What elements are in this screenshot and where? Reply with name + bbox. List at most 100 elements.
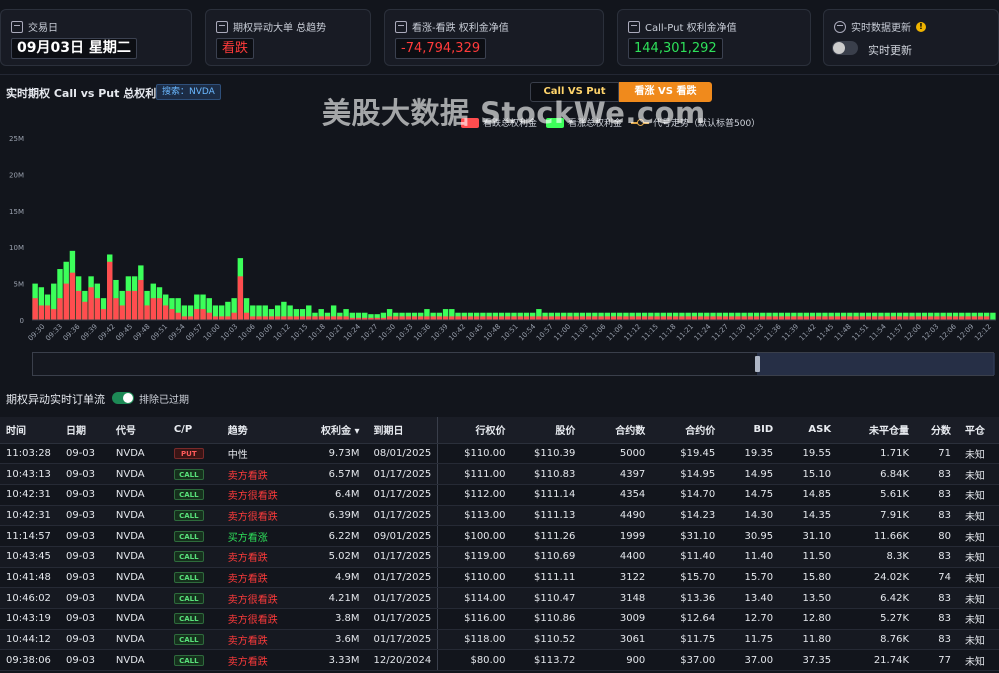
bull-bar[interactable] xyxy=(573,312,579,320)
bull-bar[interactable] xyxy=(654,312,660,320)
bear-bar[interactable] xyxy=(971,316,977,320)
bear-bar[interactable] xyxy=(349,317,356,320)
bull-bar[interactable] xyxy=(467,312,474,320)
bull-bar[interactable] xyxy=(231,298,237,320)
bear-bar[interactable] xyxy=(940,316,946,320)
search-badge[interactable]: 搜索：NVDA xyxy=(156,84,221,100)
bull-bar[interactable] xyxy=(959,312,965,320)
bear-bar[interactable] xyxy=(411,316,418,320)
bull-bar[interactable] xyxy=(498,312,505,320)
bear-bar[interactable] xyxy=(983,316,990,320)
bull-bar[interactable] xyxy=(623,312,629,320)
bear-bar[interactable] xyxy=(75,290,82,320)
bear-bar[interactable] xyxy=(337,316,343,320)
bull-bar[interactable] xyxy=(915,312,921,320)
bear-bar[interactable] xyxy=(760,316,766,320)
bear-bar[interactable] xyxy=(442,316,449,320)
bear-bar[interactable] xyxy=(803,316,810,320)
bull-bar[interactable] xyxy=(212,305,219,320)
bull-bar[interactable] xyxy=(629,312,635,320)
bull-bar[interactable] xyxy=(585,312,592,320)
bear-bar[interactable] xyxy=(610,316,617,320)
bear-bar[interactable] xyxy=(573,316,579,320)
bull-bar[interactable] xyxy=(411,312,418,320)
bull-bar[interactable] xyxy=(250,305,256,320)
bull-bar[interactable] xyxy=(200,294,206,320)
bull-bar[interactable] xyxy=(181,305,188,320)
bull-bar[interactable] xyxy=(940,312,946,320)
bull-bar[interactable] xyxy=(990,312,996,320)
bull-bar[interactable] xyxy=(797,312,803,320)
bull-bar[interactable] xyxy=(685,312,691,320)
bull-bar[interactable] xyxy=(909,312,915,320)
bull-bar[interactable] xyxy=(511,312,517,320)
bear-bar[interactable] xyxy=(697,316,704,320)
bull-bar[interactable] xyxy=(380,312,387,320)
legend-bull[interactable]: 看涨总权利金 xyxy=(546,116,622,129)
bear-bar[interactable] xyxy=(679,316,685,320)
bear-bar[interactable] xyxy=(890,316,897,320)
bull-bar[interactable] xyxy=(679,312,685,320)
bear-bar[interactable] xyxy=(629,316,635,320)
table-row[interactable]: 10:44:12 09-03 NVDA CALL 卖方看跌 3.6M 01/17/2025 $… xyxy=(0,629,999,651)
bull-bar[interactable] xyxy=(921,312,928,320)
bear-bar[interactable] xyxy=(418,316,424,320)
bull-bar[interactable] xyxy=(393,312,399,320)
bear-bar[interactable] xyxy=(878,316,884,320)
bear-bar[interactable] xyxy=(169,309,175,320)
bear-bar[interactable] xyxy=(722,316,729,320)
bull-bar[interactable] xyxy=(610,312,617,320)
bear-bar[interactable] xyxy=(604,316,610,320)
bull-bar[interactable] xyxy=(529,312,536,320)
bear-bar[interactable] xyxy=(324,316,331,320)
bull-bar[interactable] xyxy=(505,312,511,320)
bull-bar[interactable] xyxy=(735,312,741,320)
bull-bar[interactable] xyxy=(194,294,200,320)
premium-chart[interactable]: 25M 20M 15M 10M 5M 009:3009:3309:3609:3909:42… xyxy=(0,134,999,364)
bull-bar[interactable] xyxy=(449,309,455,320)
table-row[interactable]: 11:14:57 09-03 NVDA CALL 买方看涨 6.22M 09/01/2025… xyxy=(0,525,999,547)
bull-bar[interactable] xyxy=(710,312,716,320)
bear-bar[interactable] xyxy=(119,305,125,320)
bear-bar[interactable] xyxy=(766,316,772,320)
bear-bar[interactable] xyxy=(386,316,393,320)
bull-bar[interactable] xyxy=(542,312,548,320)
bull-bar[interactable] xyxy=(523,312,530,320)
bull-bar[interactable] xyxy=(859,312,865,320)
bear-bar[interactable] xyxy=(51,309,57,320)
bear-bar[interactable] xyxy=(362,317,368,320)
bull-bar[interactable] xyxy=(617,312,623,320)
bull-bar[interactable] xyxy=(983,312,990,320)
bear-bar[interactable] xyxy=(94,298,101,320)
bear-bar[interactable] xyxy=(430,316,436,320)
realtime-toggle[interactable] xyxy=(832,41,858,55)
bear-bar[interactable] xyxy=(561,316,567,320)
bull-bar[interactable] xyxy=(473,312,480,320)
bear-bar[interactable] xyxy=(243,312,250,320)
bull-bar[interactable] xyxy=(374,314,380,320)
table-row[interactable]: 10:43:13 09-03 NVDA CALL 卖方看跌 6.57M 01/17/2025… xyxy=(0,463,999,485)
bear-bar[interactable] xyxy=(281,316,287,320)
bear-bar[interactable] xyxy=(648,316,654,320)
column-header[interactable]: 权利金 ▾ xyxy=(305,417,368,444)
bear-bar[interactable] xyxy=(872,316,878,320)
bull-bar[interactable] xyxy=(318,309,324,320)
bear-bar[interactable] xyxy=(486,316,492,320)
bull-bar[interactable] xyxy=(672,312,679,320)
bear-bar[interactable] xyxy=(959,316,965,320)
table-row[interactable]: 10:46:02 09-03 NVDA CALL 卖方很看跌 4.21M 01/17/202… xyxy=(0,587,999,609)
zoom-window[interactable] xyxy=(757,353,995,375)
bull-bar[interactable] xyxy=(51,283,57,320)
table-row[interactable]: 10:42:31 09-03 NVDA CALL 卖方很看跌 6.39M 01/17/202… xyxy=(0,505,999,527)
bull-bar[interactable] xyxy=(704,312,710,320)
bull-bar[interactable] xyxy=(243,298,250,320)
bull-bar[interactable] xyxy=(828,312,834,320)
bull-bar[interactable] xyxy=(430,312,436,320)
bear-bar[interactable] xyxy=(63,283,69,320)
bear-bar[interactable] xyxy=(828,316,834,320)
bear-bar[interactable] xyxy=(529,316,536,320)
toggle-bull-vs-bear[interactable]: 看涨 VS 看跌 xyxy=(619,82,712,102)
bull-bar[interactable] xyxy=(865,312,872,320)
bull-bar[interactable] xyxy=(442,309,449,320)
bull-bar[interactable] xyxy=(791,312,797,320)
